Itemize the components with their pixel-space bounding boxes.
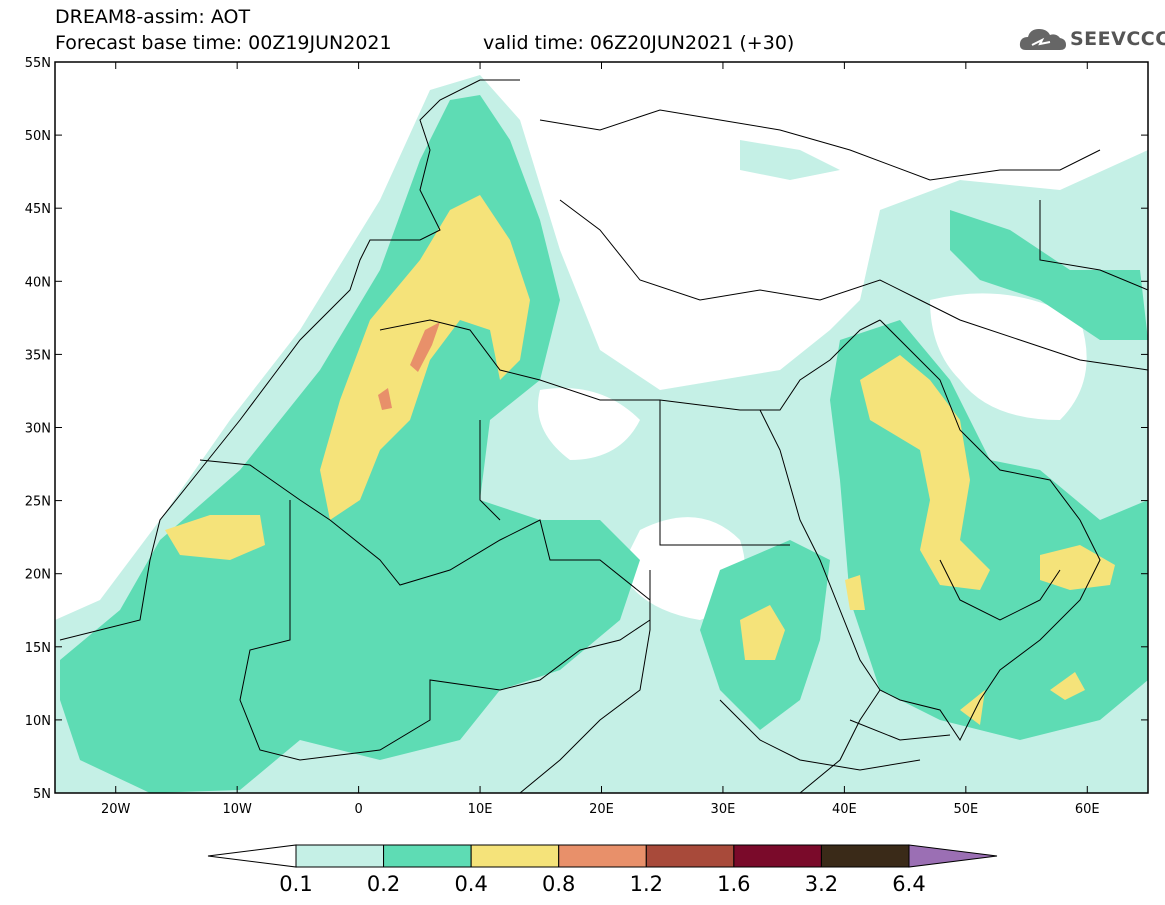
lon-label: 10E [468,802,493,817]
latitude-labels: 55N 50N 45N 40N 35N 30N 25N 20N 15N 10N 5N [25,56,51,802]
lon-label: 20E [589,802,614,817]
colorbar-label: 6.4 [892,872,926,896]
lat-label: 55N [25,56,51,71]
cloud-logo-icon [1019,29,1066,50]
colorbar-cell [295,844,385,868]
aot-band-0-8 [378,322,440,410]
map-boundaries [59,79,1148,793]
lat-label: 20N [25,568,51,583]
colorbar-label: 3.2 [804,872,839,896]
colorbar-cell [645,844,735,868]
valid-time: valid time: 06Z20JUN2021 (+30) [483,32,795,54]
seevccc-logo: SEEVCCC [1018,22,1165,58]
axis-ticks [55,61,1148,794]
lat-label: 40N [25,275,51,290]
colorbar-low-arrow [207,844,297,868]
colorbar-label: 0.1 [279,872,313,896]
lon-label: 20W [101,802,131,817]
lon-label: 10W [222,802,252,817]
lat-label: 45N [25,202,51,217]
colorbar-cell [470,844,560,868]
lat-label: 35N [25,348,51,363]
forecast-base-time: Forecast base time: 00Z19JUN2021 [55,32,392,54]
colorbar-cell [558,844,647,868]
colorbar-high-arrow [908,844,998,868]
lat-label: 30N [25,422,51,437]
lon-label: 40E [832,802,857,817]
logo-text: SEEVCCC [1070,28,1165,50]
lat-label: 25N [25,495,51,510]
longitude-labels: 20W 10W 0 10E 20E 30E 40E 50E 60E [101,802,1100,817]
colorbar-cell [820,844,910,868]
colorbar-label: 1.2 [629,872,663,896]
lat-label: 10N [25,714,51,729]
colorbar-label: 0.2 [366,872,401,896]
colorbar-label: 0.8 [542,872,576,896]
colorbar-label: 0.4 [454,872,488,896]
lat-label: 50N [25,129,51,144]
lat-label: 5N [33,787,51,802]
colorbar-cell [383,844,472,868]
colorbar-label: 1.6 [717,872,751,896]
map-title: DREAM8-assim: AOT [55,6,251,28]
lon-label: 0 [354,802,362,817]
lat-label: 15N [25,641,51,656]
lon-label: 30E [711,802,736,817]
lon-label: 50E [953,802,978,817]
lon-label: 60E [1075,802,1100,817]
colorbar-cell [733,844,822,868]
aot-field [55,62,1148,793]
